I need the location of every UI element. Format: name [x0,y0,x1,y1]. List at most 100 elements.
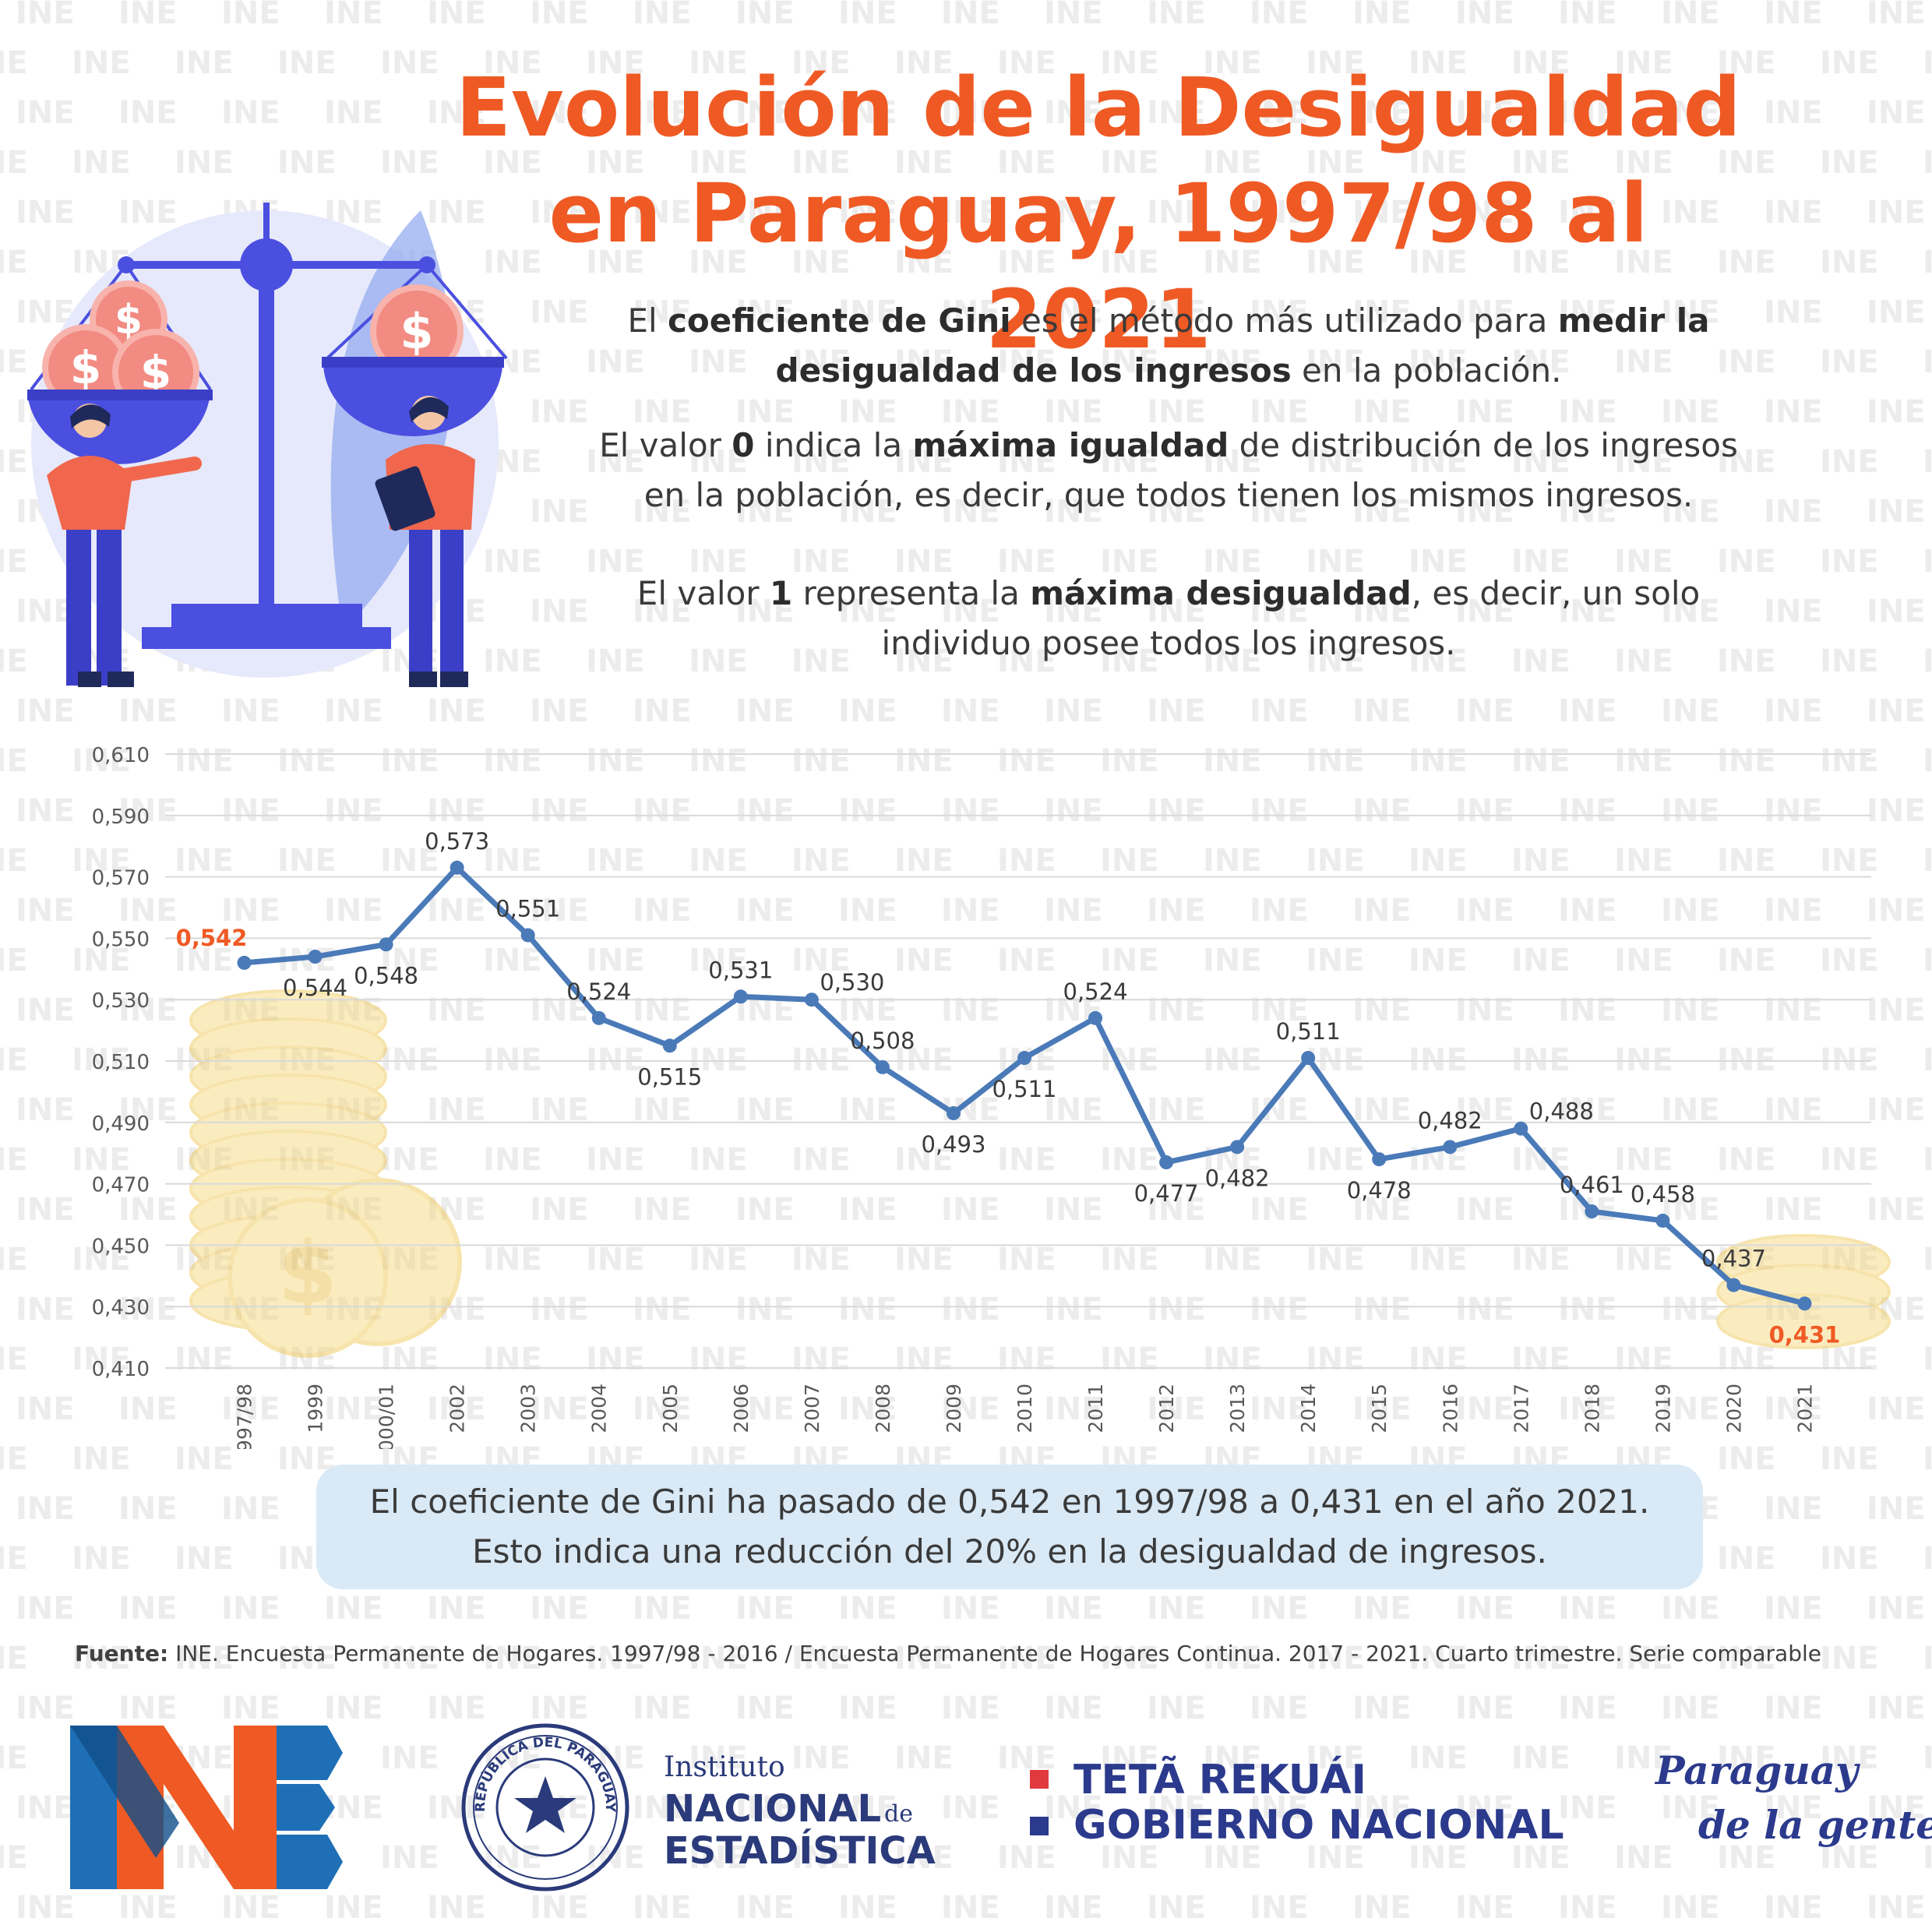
watermark-text: INE [1558,195,1617,231]
watermark-text: INE [1306,943,1365,978]
watermark-text: INE [1203,643,1262,679]
watermark-text: INE [633,1591,692,1627]
text-bold: máxima desigualdad [1030,574,1412,612]
watermark-text: INE [1147,0,1206,31]
watermark-text: INE [0,643,28,679]
watermark-text: INE [1558,394,1617,430]
text-bold: medir la [1557,301,1710,340]
watermark-text: INE [118,0,178,31]
watermark-text: INE [586,1341,645,1377]
x-tick-label: 2004 [588,1384,611,1433]
watermark-text: INE [1923,1541,1932,1577]
watermark-text: INE [1867,1292,1926,1327]
watermark-text: INE [1147,195,1206,231]
watermark-text: INE [1717,1541,1776,1577]
watermark-text: INE [221,693,280,729]
watermark-text: INE [1306,444,1365,480]
source-label: Fuente: [75,1641,169,1666]
watermark-text: INE [1661,693,1720,729]
watermark-text: INE [1614,145,1673,181]
watermark-text: INE [1352,394,1412,430]
watermark-text: INE [221,1491,280,1527]
dollar-icon: $ [70,341,101,394]
data-point [379,937,393,952]
watermark-text: INE [1408,643,1468,679]
blue-square-icon [1030,1817,1049,1835]
watermark-text: INE [175,45,234,81]
text: en la población. [1291,351,1562,390]
watermark-text: INE [838,0,897,31]
data-point [1230,1140,1245,1155]
watermark-text: INE [633,95,692,131]
watermark-text: INE [894,943,954,978]
watermark-text: INE [1867,693,1926,729]
watermark-text: INE [1764,0,1823,31]
watermark-text: INE [941,793,1000,829]
watermark-text: INE [1923,344,1932,380]
data-label: 0,478 [1347,1177,1412,1204]
watermark-text: INE [689,45,748,81]
watermark-text: INE [941,1391,1000,1427]
watermark-text: INE [118,195,178,231]
watermark-text: INE [1558,1591,1617,1627]
watermark-text: INE [1558,693,1617,729]
watermark-text: INE [427,95,486,131]
watermark-text: INE [1867,95,1926,131]
watermark-text: INE [221,1591,280,1627]
watermark-text: INE [1764,1192,1823,1228]
watermark-text: INE [894,1142,954,1178]
data-point [308,950,323,964]
watermark-text: INE [221,1391,280,1427]
watermark-text: INE [791,643,851,679]
watermark-text: INE [735,1391,795,1427]
watermark-text: INE [530,0,589,31]
watermark-text: INE [1717,45,1776,81]
x-tick-label: 2011 [1084,1384,1107,1433]
y-tick-label: 0,430 [92,1296,150,1320]
watermark-text: INE [1100,544,1159,580]
watermark-text: INE [0,1042,28,1078]
gini-line-chart: $ 0,610 0,590 0,570 0,550 0,530 0,510 0,490 0,4… [92,744,1891,1449]
x-tick-label: 2018 [1581,1384,1603,1433]
watermark-text: INE [586,45,645,81]
watermark-text: INE [1558,893,1617,929]
watermark-text: INE [941,1192,1000,1228]
watermark-text: INE [0,943,28,978]
watermark-text: INE [324,893,383,929]
watermark-text: INE [586,1142,645,1178]
watermark-text: INE [16,95,75,131]
watermark-text: INE [1455,793,1514,829]
watermark-text: INE [1044,394,1103,430]
text-bold: 1 [769,574,793,612]
watermark-text: INE [221,893,280,929]
watermark-text: INE [427,893,486,929]
watermark-text: INE [838,1292,897,1327]
watermark-text: INE [1867,394,1926,430]
watermark-text: INE [1408,344,1468,380]
watermark-text: INE [324,1192,383,1228]
watermark-text: INE [689,643,748,679]
watermark-text: INE [1867,1391,1926,1427]
watermark-text: INE [16,1192,75,1228]
watermark-text: INE [791,544,851,580]
watermark-text: INE [941,693,1000,729]
watermark-text: INE [791,1142,851,1178]
watermark-text: INE [838,494,897,530]
data-point [1088,1010,1103,1025]
watermark-text: INE [1614,1142,1673,1178]
watermark-text: INE [118,793,178,829]
slogan-line-2: de la gente [1698,1802,1932,1848]
watermark-text: INE [118,1591,178,1627]
watermark-text: INE [1661,1192,1720,1228]
institute-name: Instituto NACIONAL de ESTADÍSTICA [664,1751,936,1873]
watermark-text: INE [1923,843,1932,879]
watermark-text: INE [1044,195,1103,231]
watermark-text: INE [689,843,748,879]
watermark-text: INE [427,1591,486,1627]
watermark-text: INE [427,793,486,829]
watermark-text: INE [16,893,75,929]
watermark-text: INE [1820,1142,1879,1178]
watermark-text: INE [1250,1591,1309,1627]
watermark-text: INE [1661,95,1720,131]
watermark-text: INE [1923,245,1932,280]
